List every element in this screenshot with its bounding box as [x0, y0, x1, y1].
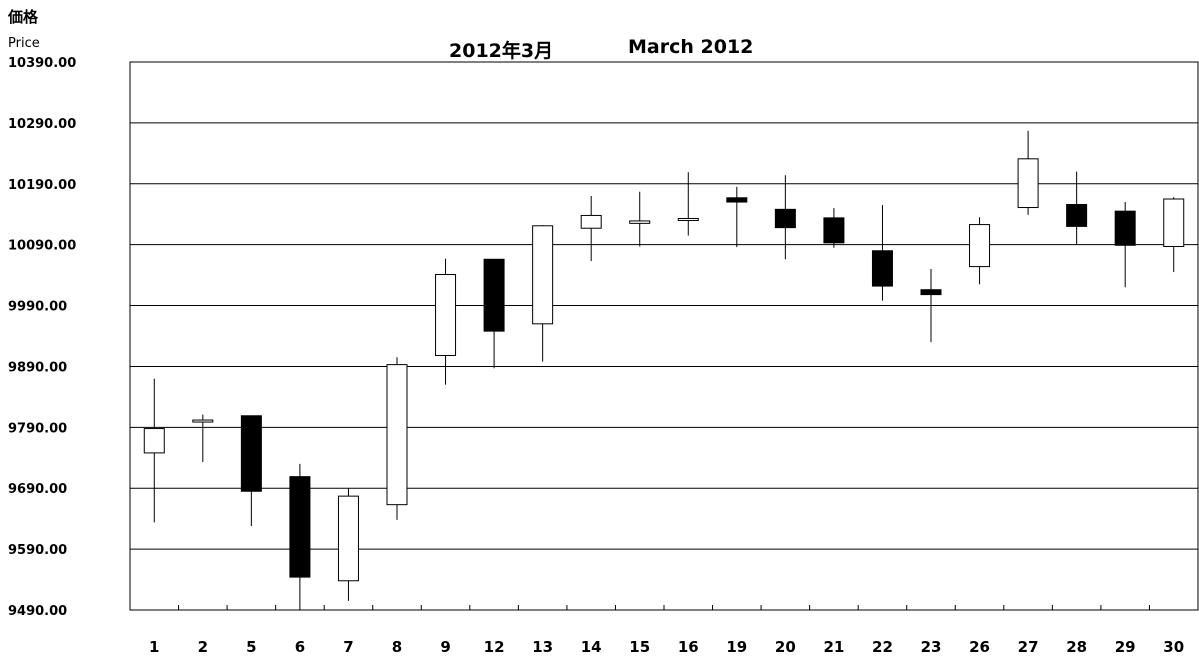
y-tick-label: 9490.00 — [8, 604, 67, 619]
candle-body-down — [1114, 210, 1136, 246]
candle-body-down — [726, 197, 748, 203]
candle-body-up — [337, 495, 359, 582]
x-tick-label: 6 — [295, 638, 305, 656]
x-tick-label: 15 — [629, 638, 650, 656]
x-tick-label: 2 — [198, 638, 208, 656]
y-axis-tick-labels: 9490.00 9590.00 9690.00 9790.00 9890.00 9990.… — [8, 56, 76, 619]
candle-15 — [629, 191, 651, 247]
candle-28 — [1066, 171, 1088, 245]
candle-1 — [143, 378, 165, 523]
x-tick-label: 1 — [149, 638, 159, 656]
x-tick-label: 23 — [921, 638, 942, 656]
y-tick-label: 9790.00 — [8, 421, 67, 436]
y-axis-label-english: Price — [8, 36, 40, 51]
x-tick-label: 14 — [581, 638, 602, 656]
x-tick-label: 26 — [969, 638, 990, 656]
candle-body-up — [192, 419, 214, 423]
candle-5 — [240, 415, 262, 526]
candle-body-up — [143, 428, 165, 454]
candle-body-up — [1017, 158, 1039, 209]
candle-body-down — [871, 250, 893, 287]
x-tick-label: 19 — [726, 638, 747, 656]
candle-27 — [1017, 130, 1039, 215]
x-tick-label: 27 — [1018, 638, 1039, 656]
y-tick-label: 9890.00 — [8, 360, 67, 375]
x-tick-label: 28 — [1066, 638, 1087, 656]
y-tick-label: 9690.00 — [8, 482, 67, 497]
candle-body-up — [435, 274, 457, 356]
candle-body-down — [240, 415, 262, 492]
candle-12 — [483, 258, 505, 369]
candle-body-up — [629, 220, 651, 224]
x-tick-label: 16 — [678, 638, 699, 656]
candle-body-down — [774, 208, 796, 229]
candle-body-down — [1066, 203, 1088, 227]
candle-9 — [435, 258, 457, 385]
candle-7 — [337, 488, 359, 601]
x-tick-label: 5 — [246, 638, 256, 656]
candle-6 — [289, 463, 311, 610]
candle-body-up — [580, 214, 602, 229]
y-tick-label: 9590.00 — [8, 543, 67, 558]
x-tick-label: 30 — [1163, 638, 1184, 656]
candle-20 — [774, 175, 796, 260]
candle-23 — [920, 269, 942, 343]
x-tick-label: 29 — [1115, 638, 1136, 656]
x-tick-label: 8 — [392, 638, 402, 656]
plot-area-border — [129, 61, 1199, 611]
x-tick-label: 13 — [532, 638, 553, 656]
candles — [143, 130, 1185, 610]
candle-body-down — [483, 258, 505, 332]
y-tick-label: 10190.00 — [8, 178, 76, 193]
x-tick-label: 9 — [440, 638, 450, 656]
x-tick-label: 22 — [872, 638, 893, 656]
candle-body-up — [1163, 198, 1185, 247]
candle-22 — [871, 205, 893, 301]
chart-title-english: March 2012 — [628, 36, 754, 58]
candle-14 — [580, 195, 602, 262]
candle-body-up — [969, 224, 991, 268]
x-axis-tick-labels: 1 2 5 6 7 8 9 12 13 14 15 16 19 20 21 22 23 26 27 28 29 30 — [149, 638, 1184, 656]
chart-title-japanese: 2012年3月 — [449, 40, 554, 62]
candle-8 — [386, 357, 408, 520]
candle-30 — [1163, 197, 1185, 273]
candle-21 — [823, 208, 845, 248]
x-tick-label: 7 — [343, 638, 353, 656]
candle-body-up — [677, 217, 699, 221]
x-tick-label: 12 — [484, 638, 505, 656]
candle-19 — [726, 186, 748, 248]
y-tick-label: 10090.00 — [8, 239, 76, 254]
candle-body-down — [823, 217, 845, 244]
candle-16 — [677, 172, 699, 236]
candle-body-down — [289, 476, 311, 578]
x-tick-label: 20 — [775, 638, 796, 656]
x-tick-label: 21 — [823, 638, 844, 656]
candle-body-up — [386, 364, 408, 506]
candle-13 — [532, 225, 554, 362]
candle-2 — [192, 414, 214, 463]
y-tick-label: 10290.00 — [8, 117, 76, 132]
y-tick-label: 10390.00 — [8, 56, 76, 71]
candle-26 — [969, 217, 991, 285]
y-tick-label: 9990.00 — [8, 300, 67, 315]
candle-body-up — [532, 225, 554, 325]
candle-29 — [1114, 202, 1136, 288]
candle-body-down — [920, 289, 942, 296]
y-axis-label-japanese: 価格 — [8, 8, 39, 26]
